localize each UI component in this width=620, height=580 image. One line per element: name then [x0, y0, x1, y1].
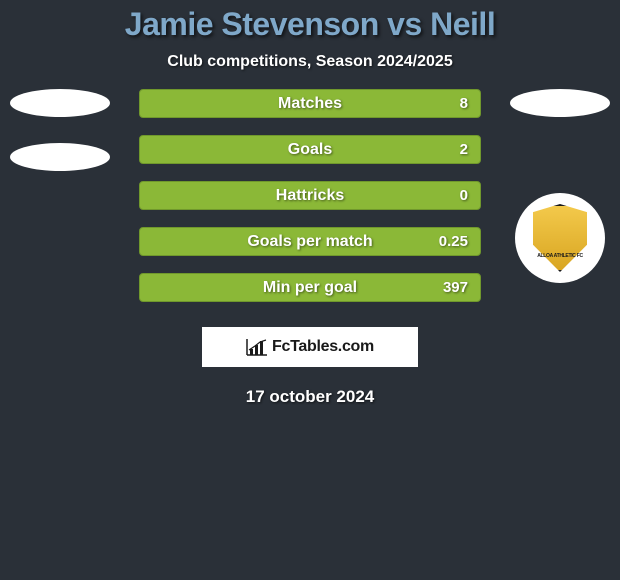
player-placeholder-ellipse — [10, 89, 110, 117]
player-placeholder-ellipse — [510, 89, 610, 117]
club-placeholder-ellipse — [10, 143, 110, 171]
shield-icon — [530, 204, 590, 272]
stat-label: Goals — [288, 141, 332, 159]
stat-value: 0 — [460, 187, 468, 204]
left-player-column — [10, 89, 110, 197]
subtitle: Club competitions, Season 2024/2025 — [167, 53, 452, 71]
mid-section: Matches 8 Goals 2 Hattricks 0 Goals per … — [0, 89, 620, 302]
fctables-logo: FcTables.com — [202, 327, 418, 367]
stat-bar-min-per-goal: Min per goal 397 — [139, 273, 481, 302]
comparison-infographic: Jamie Stevenson vs Neill Club competitio… — [0, 0, 620, 580]
stat-label: Matches — [278, 95, 342, 113]
stat-bar-hattricks: Hattricks 0 — [139, 181, 481, 210]
stat-value: 0.25 — [439, 233, 468, 250]
badge-inner: ALLOA ATHLETIC FC — [524, 199, 596, 277]
stat-label: Goals per match — [247, 233, 372, 251]
stat-value: 397 — [443, 279, 468, 296]
stat-bar-goals-per-match: Goals per match 0.25 — [139, 227, 481, 256]
stat-value: 2 — [460, 141, 468, 158]
bar-chart-icon — [246, 338, 268, 356]
date-label: 17 october 2024 — [246, 387, 375, 407]
club-badge: ALLOA ATHLETIC FC — [515, 193, 605, 283]
stat-bar-goals: Goals 2 — [139, 135, 481, 164]
stat-bars: Matches 8 Goals 2 Hattricks 0 Goals per … — [139, 89, 481, 302]
stat-value: 8 — [460, 95, 468, 112]
logo-text: FcTables.com — [272, 338, 374, 356]
stat-label: Hattricks — [276, 187, 344, 205]
right-player-column: ALLOA ATHLETIC FC — [510, 89, 610, 283]
page-title: Jamie Stevenson vs Neill — [125, 6, 495, 43]
stat-label: Min per goal — [263, 279, 357, 297]
stat-bar-matches: Matches 8 — [139, 89, 481, 118]
badge-text: ALLOA ATHLETIC FC — [537, 253, 583, 259]
